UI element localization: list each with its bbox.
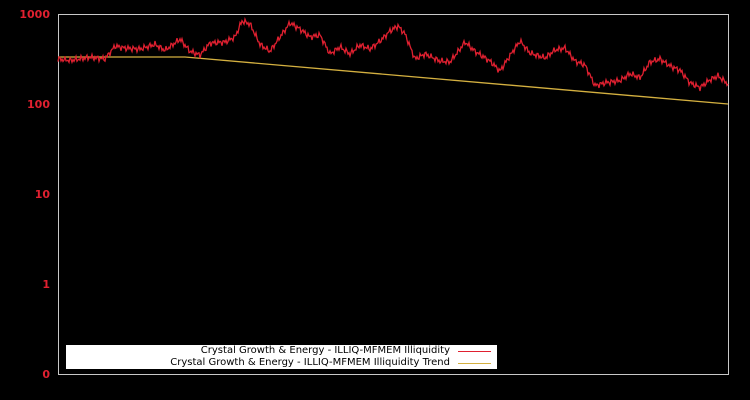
legend-item-illiquidity: Crystal Growth & Energy - ILLIQ-MFMEM Il… (201, 345, 497, 357)
y-tick-label: 1 (42, 278, 50, 291)
y-tick-label: 0 (42, 368, 50, 381)
legend-label: Crystal Growth & Energy - ILLIQ-MFMEM Il… (170, 357, 450, 369)
plot-frame (59, 15, 729, 375)
trend-line (58, 57, 728, 104)
legend-swatch-gold (458, 363, 491, 364)
y-tick-label: 100 (27, 98, 50, 111)
legend-swatch-red (458, 351, 491, 352)
y-axis-ticks: 10001001010 (19, 8, 50, 381)
legend-item-trend: Crystal Growth & Energy - ILLIQ-MFMEM Il… (170, 357, 497, 369)
line-chart: 10001001010 (0, 0, 750, 400)
illiquidity-line (58, 19, 728, 91)
y-tick-label: 1000 (19, 8, 50, 21)
y-tick-label: 10 (35, 188, 51, 201)
legend: Crystal Growth & Energy - ILLIQ-MFMEM Il… (66, 345, 497, 369)
legend-label: Crystal Growth & Energy - ILLIQ-MFMEM Il… (201, 345, 450, 357)
